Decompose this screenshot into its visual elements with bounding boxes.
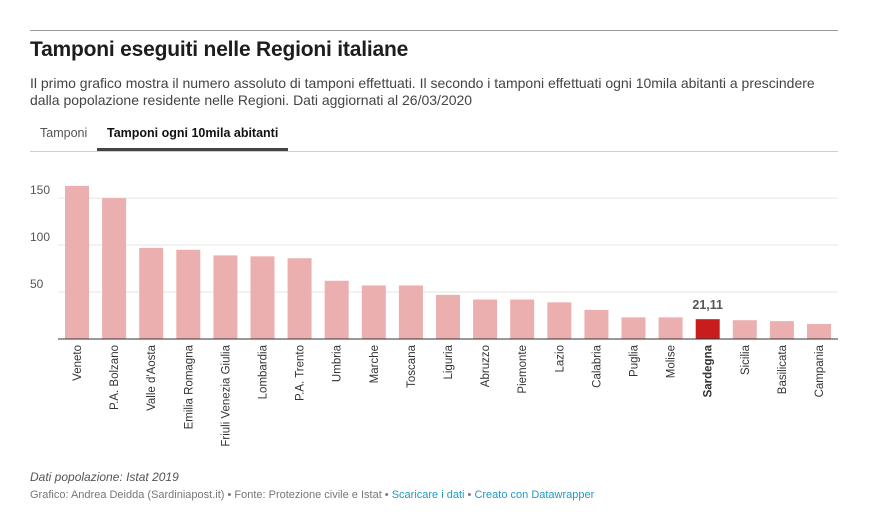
- x-tick-label: Abruzzo: [480, 345, 492, 387]
- x-tick-label: Emilia Romagna: [183, 344, 195, 429]
- footer-credits: Grafico: Andrea Deidda (Sardiniapost.it)…: [30, 489, 392, 501]
- y-tick-label: 150: [30, 183, 50, 197]
- bar: [287, 258, 312, 339]
- x-tick-label: Toscana: [406, 344, 418, 387]
- x-tick-label: Veneto: [72, 345, 84, 381]
- x-tick-label: Calabria: [591, 344, 603, 387]
- x-tick-label: Lombardia: [258, 344, 270, 399]
- x-tick-label: Piemonte: [517, 345, 529, 394]
- bar: [436, 294, 460, 339]
- bar: [176, 249, 201, 339]
- x-tick-label: Valle d'Aosta: [146, 344, 158, 411]
- bar: [361, 285, 386, 339]
- bar: [473, 299, 498, 339]
- x-tick-label: Molise: [666, 345, 678, 378]
- bar: [324, 280, 349, 339]
- bar: [139, 247, 164, 339]
- x-tick-label: Lazio: [554, 345, 566, 373]
- notes: Dati popolazione: Istat 2019: [30, 470, 179, 484]
- top-rule: [30, 30, 838, 31]
- chart-title: Tamponi eseguiti nelle Regioni italiane: [30, 38, 409, 61]
- bar-chart: 50 100 150 Veneto P.A. Bolzano Valle d'Aosta E…: [30, 183, 838, 447]
- bar: [398, 285, 423, 339]
- bar: [547, 302, 572, 339]
- bar: [250, 256, 275, 339]
- footer-separator: •: [464, 489, 475, 501]
- chart-tabs: Tamponi Tamponi ogni 10mila abitanti: [30, 124, 838, 152]
- x-tick-label: Sardegna: [703, 344, 715, 397]
- y-tick-label: 50: [30, 277, 44, 291]
- x-tick-label: Sicilia: [740, 344, 752, 375]
- bar: [732, 320, 757, 339]
- x-tick-label: Puglia: [629, 344, 641, 377]
- datawrapper-link[interactable]: Creato con Datawrapper: [474, 489, 595, 501]
- x-tick-label: Liguria: [443, 344, 455, 379]
- bar: [695, 319, 720, 339]
- bar: [213, 255, 238, 339]
- bar: [65, 185, 89, 339]
- x-tick-label: P.A. Bolzano: [109, 345, 121, 410]
- chart-description: Il primo grafico mostra il numero assolu…: [30, 75, 815, 108]
- tab-tamponi[interactable]: Tamponi: [40, 126, 88, 140]
- footer: Grafico: Andrea Deidda (Sardiniapost.it)…: [30, 489, 594, 501]
- tab-tamponi-ogni-10mila[interactable]: Tamponi ogni 10mila abitanti: [97, 124, 289, 151]
- bar: [621, 317, 646, 339]
- data-label: 21,11: [692, 298, 723, 312]
- x-tick-label: Basilicata: [777, 344, 789, 394]
- bar: [584, 309, 609, 339]
- download-data-link[interactable]: Scaricare i dati: [391, 489, 465, 501]
- x-tick-label: Marche: [369, 345, 381, 383]
- x-tick-label: Friuli Venezia Giulia: [220, 344, 232, 446]
- bar: [102, 198, 127, 339]
- bar: [510, 299, 535, 339]
- x-tick-label: Umbria: [332, 344, 344, 382]
- x-tick-label: Campania: [814, 344, 826, 397]
- bar: [807, 323, 831, 339]
- bar: [658, 317, 683, 339]
- bar: [769, 321, 794, 339]
- y-tick-label: 100: [30, 230, 50, 244]
- x-tick-label: P.A. Trento: [295, 345, 307, 401]
